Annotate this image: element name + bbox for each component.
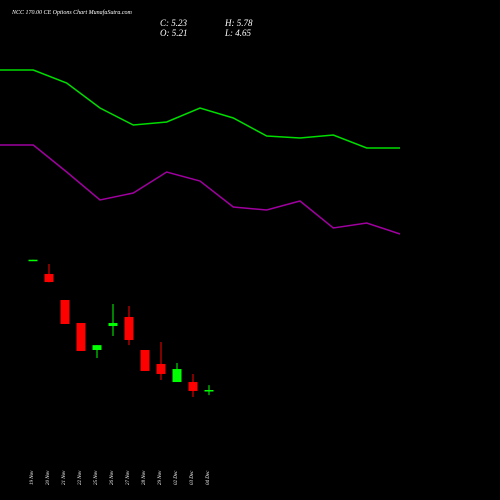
candle-body <box>28 259 38 262</box>
high-info: H: 5.78 <box>224 18 253 28</box>
x-tick-label: 29 Nov <box>158 470 163 485</box>
x-tick-label: 27 Nov <box>126 470 131 485</box>
candle-body <box>140 350 150 371</box>
x-tick-label: 26 Nov <box>110 470 115 485</box>
candle-body <box>76 323 86 351</box>
candle-body <box>44 273 54 283</box>
x-tick-label: 20 Nov <box>46 470 51 485</box>
candle-body <box>172 369 182 383</box>
x-tick-label: 22 Nov <box>78 470 83 485</box>
x-tick-label: 19 Nov <box>30 470 35 485</box>
x-tick-label: 25 Nov <box>94 470 99 485</box>
candle-body <box>124 316 134 340</box>
indicator-line <box>0 144 401 235</box>
candle-body <box>188 382 198 391</box>
candle-body <box>92 345 102 350</box>
candle-body <box>108 323 118 327</box>
close-info: C: 5.23 <box>160 18 188 28</box>
candle-body <box>204 390 214 392</box>
x-tick-label: 03 Dec <box>190 470 195 485</box>
x-tick-label: 21 Nov <box>62 470 67 485</box>
chart-title: NCC 170.00 CE Options Chart MunafaSutra.… <box>11 9 133 16</box>
indicator-line <box>0 69 400 149</box>
open-info: O: 5.21 <box>160 28 188 38</box>
x-tick-label: 04 Dec <box>206 470 211 485</box>
x-tick-label: 02 Dec <box>174 470 179 485</box>
candle-body <box>60 300 70 324</box>
candle-body <box>156 363 166 374</box>
low-info: L: 4.65 <box>224 28 252 38</box>
x-tick-label: 28 Nov <box>142 470 147 485</box>
